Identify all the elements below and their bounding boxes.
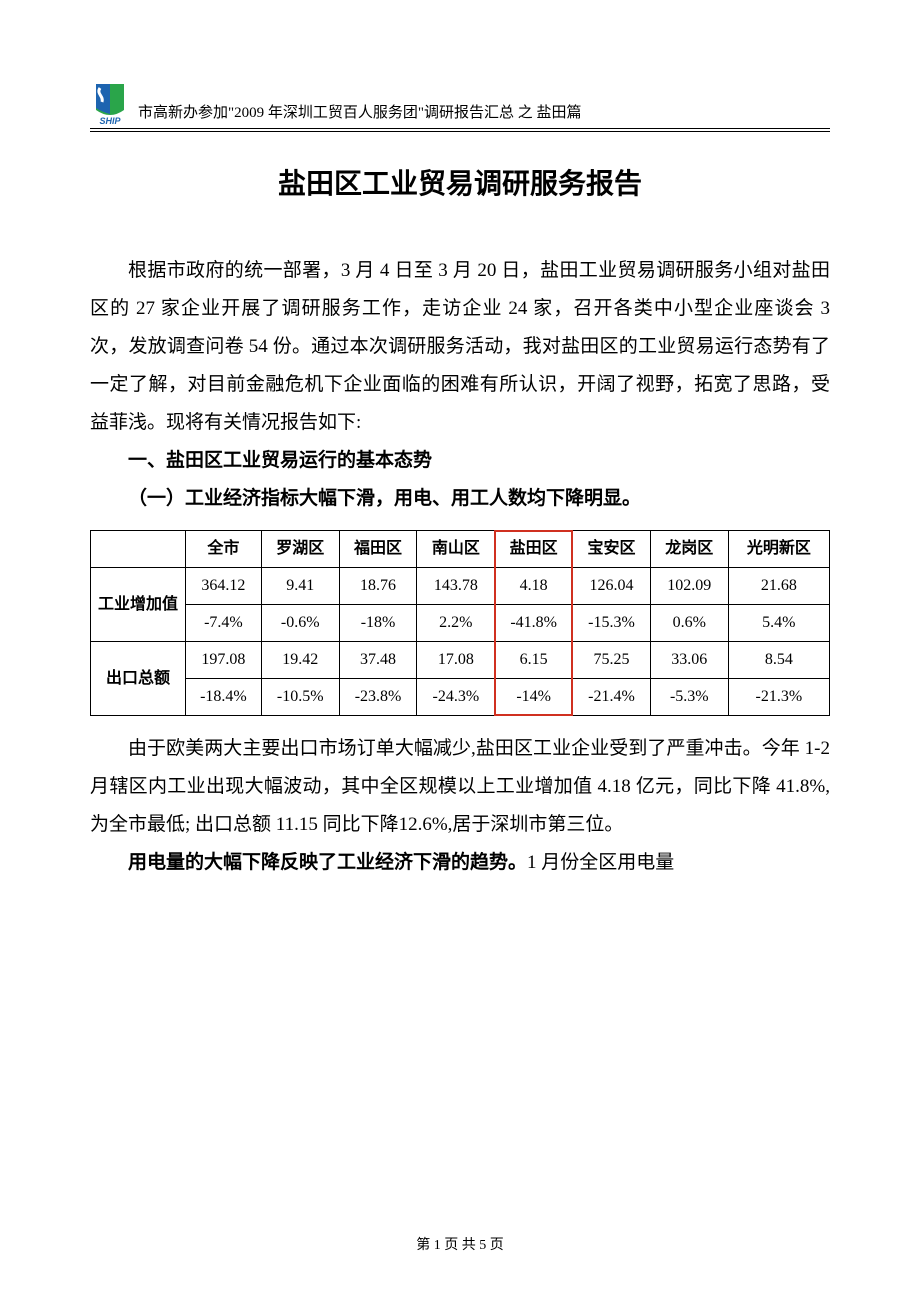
cell: 9.41: [261, 568, 339, 605]
cell: 102.09: [650, 568, 728, 605]
table-row: -18.4% -10.5% -23.8% -24.3% -14% -21.4% …: [91, 679, 830, 716]
cell: 2.2%: [417, 605, 495, 642]
col-guangming: 光明新区: [728, 531, 829, 568]
cell: 21.68: [728, 568, 829, 605]
table-row: 工业增加值 364.12 9.41 18.76 143.78 4.18 126.…: [91, 568, 830, 605]
svg-text:SHIP: SHIP: [99, 116, 121, 126]
section-heading-1: 一、盐田区工业贸易运行的基本态势: [90, 442, 830, 480]
page: SHIP 市高新办参加"2009 年深圳工贸百人服务团"调研报告汇总 之 盐田篇…: [0, 0, 920, 1302]
page-header: SHIP 市高新办参加"2009 年深圳工贸百人服务团"调研报告汇总 之 盐田篇: [90, 80, 830, 126]
logo-icon: SHIP: [90, 80, 130, 126]
cell-highlight: -14%: [495, 679, 573, 716]
cell: -5.3%: [650, 679, 728, 716]
cell: 8.54: [728, 642, 829, 679]
col-nanshan: 南山区: [417, 531, 495, 568]
cell: -21.3%: [728, 679, 829, 716]
cell: 0.6%: [650, 605, 728, 642]
cell: 143.78: [417, 568, 495, 605]
row-label-export: 出口总额: [91, 642, 186, 716]
cell: -24.3%: [417, 679, 495, 716]
col-yantian: 盐田区: [495, 531, 573, 568]
cell: -0.6%: [261, 605, 339, 642]
cell: 18.76: [339, 568, 417, 605]
cell: -10.5%: [261, 679, 339, 716]
cell: 37.48: [339, 642, 417, 679]
cell: -23.8%: [339, 679, 417, 716]
table-header-row: 全市 罗湖区 福田区 南山区 盐田区 宝安区 龙岗区 光明新区: [91, 531, 830, 568]
page-footer: 第 1 页 共 5 页: [0, 1234, 920, 1254]
table-row: 出口总额 197.08 19.42 37.48 17.08 6.15 75.25…: [91, 642, 830, 679]
header-text: 市高新办参加"2009 年深圳工贸百人服务团"调研报告汇总 之 盐田篇: [138, 101, 582, 126]
row-label-industrial: 工业增加值: [91, 568, 186, 642]
sub-heading-1: （一）工业经济指标大幅下滑，用电、用工人数均下降明显。: [90, 480, 830, 518]
cell: 75.25: [573, 642, 651, 679]
para3-rest: 1 月份全区用电量: [527, 852, 674, 873]
paragraph-2: 由于欧美两大主要出口市场订单大幅减少,盐田区工业企业受到了严重冲击。今年 1-2…: [90, 730, 830, 844]
document-title: 盐田区工业贸易调研服务报告: [90, 162, 830, 202]
cell: 5.4%: [728, 605, 829, 642]
cell: -18%: [339, 605, 417, 642]
cell: 197.08: [186, 642, 262, 679]
cell: -7.4%: [186, 605, 262, 642]
cell: 33.06: [650, 642, 728, 679]
data-table: 全市 罗湖区 福田区 南山区 盐田区 宝安区 龙岗区 光明新区 工业增加值 36…: [90, 530, 830, 716]
col-baoan: 宝安区: [573, 531, 651, 568]
cell: 364.12: [186, 568, 262, 605]
col-city: 全市: [186, 531, 262, 568]
col-longgang: 龙岗区: [650, 531, 728, 568]
cell-highlight: 6.15: [495, 642, 573, 679]
cell-highlight: 4.18: [495, 568, 573, 605]
cell: -21.4%: [573, 679, 651, 716]
cell: 17.08: [417, 642, 495, 679]
header-underline: [90, 128, 830, 132]
col-luohu: 罗湖区: [261, 531, 339, 568]
paragraph-3: 用电量的大幅下降反映了工业经济下滑的趋势。1 月份全区用电量: [90, 844, 830, 882]
para3-bold: 用电量的大幅下降反映了工业经济下滑的趋势。: [128, 852, 527, 873]
cell: 19.42: [261, 642, 339, 679]
table-row: -7.4% -0.6% -18% 2.2% -41.8% -15.3% 0.6%…: [91, 605, 830, 642]
col-futian: 福田区: [339, 531, 417, 568]
cell: 126.04: [573, 568, 651, 605]
col-blank: [91, 531, 186, 568]
cell: -18.4%: [186, 679, 262, 716]
paragraph-1: 根据市政府的统一部署，3 月 4 日至 3 月 20 日，盐田工业贸易调研服务小…: [90, 252, 830, 442]
cell: -15.3%: [573, 605, 651, 642]
cell-highlight: -41.8%: [495, 605, 573, 642]
